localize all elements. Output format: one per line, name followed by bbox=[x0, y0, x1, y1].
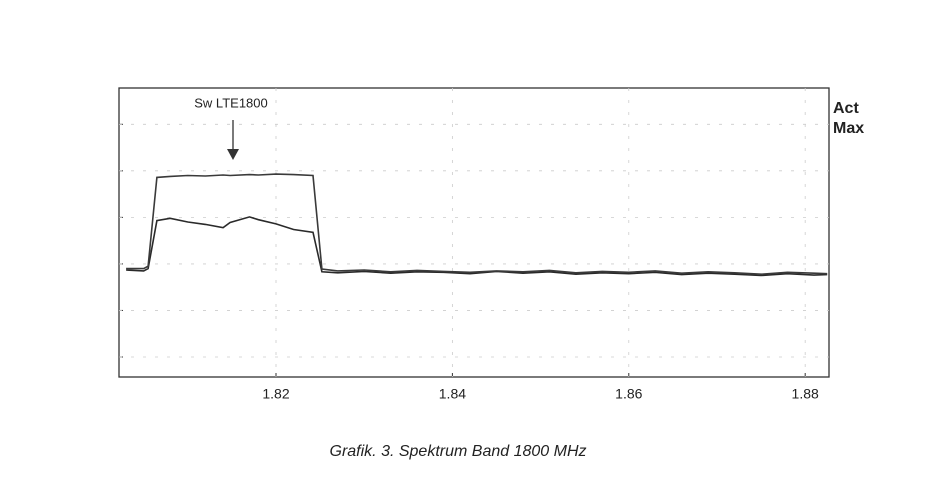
legend-label: Max bbox=[833, 120, 864, 137]
data-line bbox=[126, 173, 828, 276]
chart-title: Grafik. 3. Spektrum Band 1800 MHz bbox=[330, 443, 587, 460]
x-tick-label: 1.88 bbox=[792, 386, 819, 402]
x-tick-label: 1.84 bbox=[439, 386, 466, 402]
plot-frame bbox=[118, 87, 830, 378]
x-tick-label: 1.86 bbox=[615, 386, 642, 402]
legend-label: Act bbox=[833, 100, 859, 117]
data-line bbox=[126, 216, 828, 277]
annotation-arrowhead bbox=[227, 149, 239, 160]
annotation: Sw LTE1800 bbox=[194, 95, 267, 110]
x-tick-label: 1.82 bbox=[262, 386, 289, 402]
